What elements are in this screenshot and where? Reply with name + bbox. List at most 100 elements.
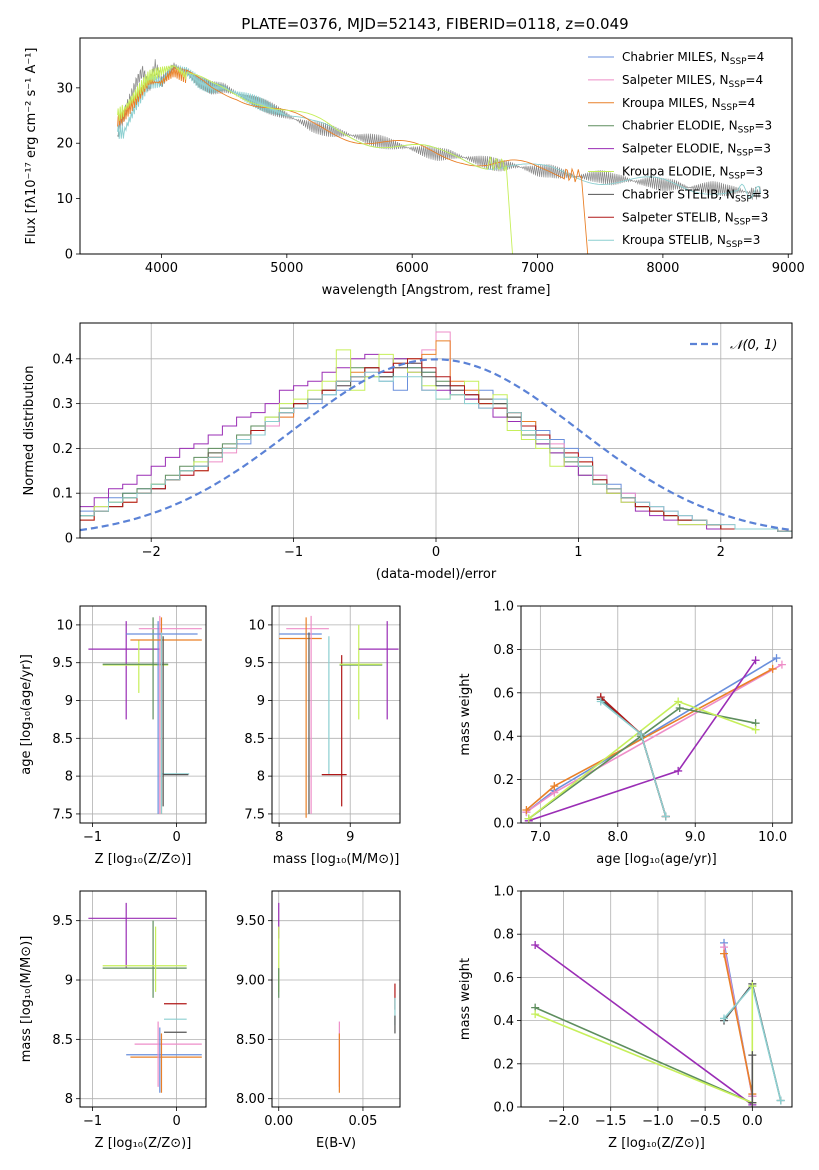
y-tick-label: 9 [257, 694, 265, 709]
axes-frame [520, 605, 793, 824]
x-axis-label: mass [log₁₀(M/M⊙)] [273, 852, 400, 867]
weight-marker-salpeter-elodie [674, 766, 683, 775]
y-tick-label: 0.4 [493, 1014, 514, 1029]
plot-area [117, 59, 762, 254]
plot-area [88, 615, 202, 814]
x-tick-label: 8.0 [607, 830, 628, 845]
y-tick-label: 0.4 [493, 730, 514, 745]
x-axis-label: Z [log₁₀(Z/Z⊙)] [608, 1136, 705, 1151]
y-tick-label: 0.3 [52, 397, 73, 412]
weight-marker-salpeter-elodie [751, 656, 760, 665]
axes-frame [79, 890, 207, 1108]
axes-frame [79, 37, 793, 255]
weight-line-chabrier-elodie [534, 1006, 753, 1104]
y-axis-label: mass weight [458, 958, 473, 1040]
y-tick-label: 10 [56, 618, 73, 633]
y-tick-label: 0.6 [493, 686, 514, 701]
y-tick-label: 0.8 [493, 928, 514, 943]
x-axis-label: (data-model)/error [376, 567, 497, 582]
panel-age_vs_mass: 8 9 7.5 8 8.5 9 9.5 10 mass [log₁₀(M/M⊙)] [244, 605, 401, 867]
weight-marker-kroupa-elodie [524, 814, 533, 823]
y-tick-label: 1.0 [493, 600, 514, 615]
x-tick-label: −1 [83, 830, 102, 845]
y-tick-label: 8.00 [236, 1092, 265, 1107]
legend-label: Kroupa STELIB, NSSP=3 [622, 233, 760, 250]
x-tick-label: 0.05 [348, 1114, 377, 1129]
spectrum-legend: Chabrier MILES, NSSP=4 Salpeter MILES, NS… [588, 50, 772, 250]
x-axis-label: Z [log₁₀(Z/Z⊙)] [95, 1136, 192, 1151]
panel-mass_vs_Z: −1 0 8 8.5 9 9.5 Z [log₁₀(Z/Z⊙)] mass [log₁₀(M/… [19, 890, 207, 1151]
panel-spectrum: Chabrier MILES, NSSP=4 Salpeter MILES, NS… [24, 37, 805, 298]
x-tick-label: 10.0 [758, 830, 787, 845]
weight-marker-kroupa-miles [550, 782, 559, 791]
x-tick-label: −1.5 [595, 1114, 627, 1129]
y-tick-label: 0.2 [52, 442, 73, 457]
y-tick-label: 9.5 [244, 656, 265, 671]
x-tick-label: 0 [432, 545, 440, 560]
y-tick-label: 0 [65, 532, 73, 547]
normal-curve [80, 358, 792, 532]
y-tick-label: 20 [56, 137, 73, 152]
y-tick-label: 8.5 [52, 732, 73, 747]
weight-marker-kroupa-stelib [596, 697, 605, 706]
x-tick-label: 4000 [145, 261, 178, 276]
y-tick-label: 10 [56, 192, 73, 207]
x-tick-label: 0.0 [742, 1114, 763, 1129]
weight-line-kroupa-miles [723, 953, 754, 1095]
legend-label: Kroupa ELODIE, NSSP=3 [622, 165, 763, 182]
y-tick-label: 0.8 [493, 643, 514, 658]
x-tick-label: 2 [717, 545, 725, 560]
y-tick-label: 8.50 [236, 1033, 265, 1048]
y-axis-label: age [log₁₀(age/yr)] [19, 654, 34, 775]
y-tick-label: 8 [257, 770, 265, 785]
y-axis-label: Flux [fλ10⁻¹⁷ erg cm⁻² s⁻¹ A⁻¹] [24, 48, 39, 245]
y-tick-label: 0.6 [493, 971, 514, 986]
y-tick-label: 0.4 [52, 352, 73, 367]
y-tick-label: 9.5 [52, 656, 73, 671]
x-tick-label: 0 [172, 1114, 180, 1129]
weight-marker-kroupa-elodie [531, 1010, 540, 1019]
x-tick-label: 8000 [646, 261, 679, 276]
y-axis-label: mass weight [458, 673, 473, 755]
x-tick-label: −1.0 [642, 1114, 674, 1129]
plot-area [88, 902, 202, 1093]
weight-marker-kroupa-elodie [674, 697, 683, 706]
y-axis-label: mass [log₁₀(M/M⊙)] [19, 936, 34, 1063]
y-tick-label: 0.1 [52, 487, 73, 502]
weight-marker-salpeter-miles [777, 660, 786, 669]
x-tick-label: 5000 [270, 261, 303, 276]
y-tick-label: 0.0 [493, 1101, 514, 1116]
panel-age_vs_Z: −1 0 7.5 8 8.5 9 9.5 10 Z [log₁₀(Z/Z⊙)] age [log₁… [19, 605, 207, 867]
y-tick-label: 9 [65, 694, 73, 709]
plot-area [522, 654, 786, 823]
weight-marker-kroupa-miles [768, 664, 777, 673]
y-tick-label: 9.00 [236, 974, 265, 989]
y-axis-label: Normed distribution [22, 366, 37, 496]
axes-frame [271, 605, 401, 824]
y-tick-label: 9.50 [236, 914, 265, 929]
weight-marker-chabrier-stelib [748, 1051, 757, 1060]
legend-label: Chabrier ELODIE, NSSP=3 [622, 119, 772, 136]
weight-marker-chabrier-stelib [748, 1098, 757, 1107]
legend-label: Kroupa MILES, NSSP=4 [622, 96, 755, 113]
y-tick-label: 9 [65, 974, 73, 989]
x-tick-label: 8 [275, 830, 283, 845]
x-axis-label: wavelength [Angstrom, rest frame] [322, 283, 551, 298]
weight-marker-kroupa-stelib [661, 812, 670, 821]
normal-legend-label: 𝒩(0, 1) [730, 338, 777, 353]
plot-area [531, 938, 785, 1107]
weight-marker-kroupa-stelib [720, 1014, 729, 1023]
axes-frame [520, 890, 793, 1108]
panel-mass_weight_vs_age: 7.0 8.0 9.0 10.0 0.0 0.2 0.4 0.6 0.8 1.0 age [log₁… [458, 600, 793, 867]
legend-label: Salpeter STELIB, NSSP=3 [622, 210, 768, 227]
weight-line-salpeter-elodie [534, 944, 753, 1106]
figure-title: PLATE=0376, MJD=52143, FIBERID=0118, z=0… [241, 15, 628, 33]
weight-line-chabrier-miles [525, 657, 777, 813]
panel-mass_weight_vs_Z: −2.0 −1.5 −1.0 −0.5 0.0 0.0 0.2 0.4 0.6 0.8 1.0 Z [… [458, 885, 793, 1151]
weight-marker-kroupa-miles [720, 949, 729, 958]
y-tick-label: 30 [56, 81, 73, 96]
legend-label: Chabrier STELIB, NSSP=3 [622, 187, 770, 204]
x-tick-label: −1 [83, 1114, 102, 1129]
weight-marker-chabrier-miles [772, 654, 781, 663]
